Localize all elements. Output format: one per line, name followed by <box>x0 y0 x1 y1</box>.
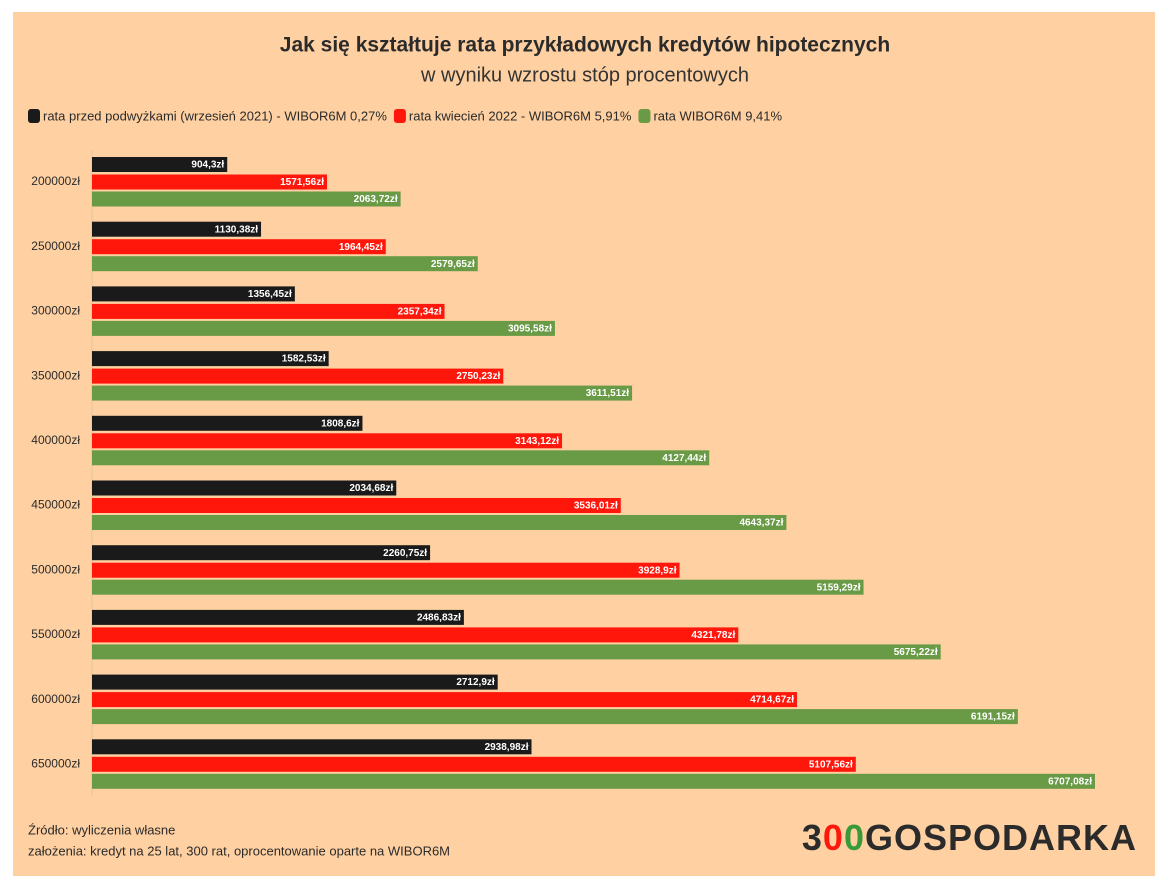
value-label: 6191,15zł <box>971 712 1015 723</box>
y-tick-label: 400000zł <box>31 433 80 447</box>
source: Źródło: wyliczenia własne <box>28 822 175 837</box>
value-label: 3611,51zł <box>586 388 630 399</box>
bar <box>92 191 401 207</box>
logo-part: 0 <box>823 817 844 858</box>
bar <box>92 562 680 578</box>
legend-label: rata przed podwyżkami (wrzesień 2021) - … <box>43 108 387 123</box>
bar <box>92 221 262 237</box>
y-tick-label: 250000zł <box>31 239 80 253</box>
bar <box>92 385 633 401</box>
bar <box>92 709 1018 725</box>
legend-label: rata WIBOR6M 9,41% <box>653 108 782 123</box>
value-label: 2034,68zł <box>349 483 393 494</box>
value-label: 3928,9zł <box>638 565 677 576</box>
note: założenia: kredyt na 25 lat, 300 rat, op… <box>28 843 450 858</box>
value-label: 2357,34zł <box>398 307 442 318</box>
y-tick-label: 600000zł <box>31 692 80 706</box>
y-tick-label: 450000zł <box>31 498 80 512</box>
y-tick-label: 550000zł <box>31 627 80 641</box>
value-label: 4321,78zł <box>691 630 735 641</box>
value-label: 4643,37zł <box>739 518 783 529</box>
value-label: 904,3zł <box>191 160 224 171</box>
bar <box>92 498 621 513</box>
bar <box>92 286 295 302</box>
chart-subtitle: w wyniku wzrostu stóp procentowych <box>420 64 749 86</box>
bar <box>92 773 1095 789</box>
logo-part: GOSPODARKA <box>865 817 1137 858</box>
value-label: 1130,38zł <box>215 224 259 235</box>
value-label: 1582,53zł <box>282 354 326 365</box>
bar <box>92 756 856 772</box>
bar <box>92 239 386 255</box>
y-tick-label: 200000zł <box>31 174 80 188</box>
chart-title: Jak się kształtuje rata przykładowych kr… <box>280 34 890 57</box>
bar <box>92 320 555 336</box>
value-label: 1808,6zł <box>321 418 360 429</box>
bar <box>92 433 563 449</box>
legend-swatch <box>28 109 40 123</box>
y-tick-label: 650000zł <box>31 756 80 770</box>
value-label: 5107,56zł <box>809 759 853 770</box>
value-label: 3143,12zł <box>515 436 559 447</box>
bar <box>92 739 532 755</box>
bar <box>92 545 431 561</box>
logo: 300GOSPODARKA <box>802 817 1137 858</box>
legend-label: rata kwiecień 2022 - WIBOR6M 5,91% <box>409 108 632 123</box>
bar <box>92 579 864 595</box>
value-label: 5159,29zł <box>817 582 861 593</box>
y-tick-label: 500000zł <box>31 562 80 576</box>
bar <box>92 174 328 190</box>
bar <box>92 627 739 643</box>
value-label: 4127,44zł <box>662 453 706 464</box>
legend-swatch <box>638 109 651 123</box>
bar <box>92 515 787 530</box>
value-label: 1356,45zł <box>248 289 292 300</box>
bar <box>92 351 329 367</box>
y-tick-label: 300000zł <box>31 304 80 318</box>
value-label: 3536,01zł <box>574 501 618 512</box>
value-label: 4714,67zł <box>750 695 794 706</box>
bar <box>92 415 363 431</box>
value-label: 2712,9zł <box>456 677 495 688</box>
value-label: 3095,58zł <box>508 324 552 335</box>
logo-part: 0 <box>844 817 865 858</box>
value-label: 5675,22zł <box>894 647 938 658</box>
bar <box>92 609 464 625</box>
value-label: 2750,23zł <box>456 371 500 382</box>
value-label: 2063,72zł <box>354 194 398 205</box>
bar <box>92 450 710 466</box>
bar <box>92 256 478 272</box>
value-label: 1964,45zł <box>339 242 383 253</box>
bar <box>92 480 397 496</box>
bar <box>92 368 504 384</box>
y-tick-label: 350000zł <box>31 368 80 382</box>
bar <box>92 692 798 708</box>
bar <box>92 674 498 690</box>
legend-swatch <box>393 109 406 123</box>
bar <box>92 303 445 319</box>
value-label: 2938,98zł <box>485 742 529 753</box>
logo-part: 3 <box>802 817 823 858</box>
value-label: 2579,65zł <box>431 259 475 270</box>
value-label: 1571,56zł <box>280 177 324 188</box>
value-label: 6707,08zł <box>1048 776 1092 787</box>
bar <box>92 157 228 172</box>
value-label: 2486,83zł <box>417 613 461 624</box>
value-label: 2260,75zł <box>383 548 427 559</box>
bar <box>92 644 941 660</box>
